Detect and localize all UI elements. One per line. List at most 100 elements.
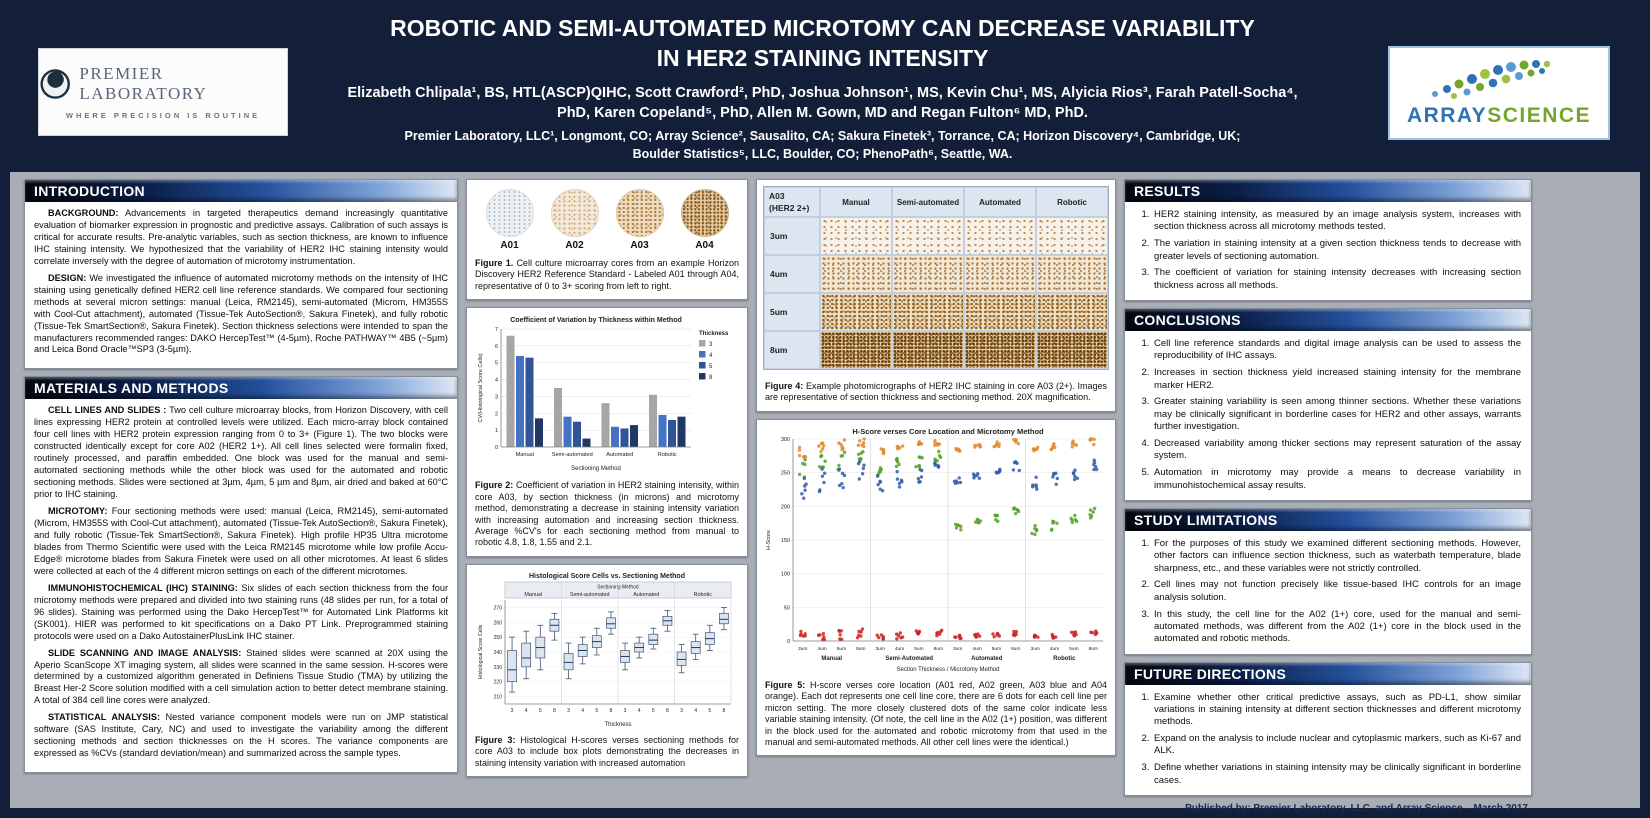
scatter-point-A02 — [879, 467, 883, 472]
core-a01-image — [485, 189, 534, 237]
chart-rect — [699, 351, 706, 358]
scatter-point-A03 — [976, 471, 980, 476]
poster-affiliations: Premier Laboratory, LLC¹, Longmont, CO; … — [305, 128, 1340, 163]
chart-text: 100 — [781, 572, 790, 578]
scatter-point-A04 — [801, 455, 806, 459]
scatter-point-A03 — [919, 475, 924, 479]
chart-text: 3 — [624, 708, 627, 714]
scatter-point-A03 — [897, 485, 902, 489]
chart-text: 300 — [781, 437, 790, 443]
chart-text: 4 — [709, 353, 713, 359]
scatter-point-A04 — [839, 442, 843, 447]
scatter-point-A04 — [856, 443, 861, 447]
scatter-point-A03 — [818, 488, 822, 492]
figure5-chart: H-Score verses Core Location and Microto… — [757, 420, 1115, 675]
chart-text: 5um — [837, 646, 846, 652]
scatter-point-A04 — [820, 446, 825, 451]
poster-title-line2: IN HER2 STAINING INTENSITY — [656, 44, 989, 71]
chart-text: 250 — [494, 635, 503, 641]
scatter-point-A03 — [840, 481, 844, 486]
scatter-point-A03 — [802, 496, 806, 500]
figure4-micrograph — [892, 217, 964, 255]
scatter-point-A03 — [1051, 475, 1055, 479]
chart-text: 1 — [495, 428, 498, 434]
chart-text: 250 — [781, 471, 790, 477]
chart-rect — [563, 416, 572, 448]
scatter-point-A01 — [839, 629, 844, 633]
figure3-chart: Histological Score Cells vs. Sectioning … — [467, 565, 747, 730]
scatter-point-A02 — [995, 513, 999, 518]
poster-title-line1: ROBOTIC AND SEMI-AUTOMATED MICROTOMY CAN… — [390, 15, 1255, 41]
scatter-point-A01 — [1072, 630, 1076, 634]
scatter-point-A01 — [1033, 633, 1038, 638]
chart-text: 3um — [1031, 646, 1040, 652]
scatter-point-A03 — [955, 480, 960, 485]
scatter-point-A04 — [978, 445, 982, 449]
conclusions-header: CONCLUSIONS — [1125, 309, 1531, 332]
scatter-point-A01 — [875, 633, 879, 637]
chart-text: 8 — [709, 375, 713, 381]
scatter-point-A01 — [992, 634, 996, 639]
scatter-point-A03 — [1072, 477, 1077, 482]
scatter-point-A04 — [1053, 445, 1057, 449]
header-titles: ROBOTIC AND SEMI-AUTOMATED MICROTOMY CAN… — [305, 14, 1340, 163]
chart-text: 270 — [494, 605, 503, 611]
conclusions-section: CONCLUSIONS Cell line reference standard… — [1124, 308, 1532, 501]
science-word: SCIENCE — [1487, 104, 1592, 127]
scatter-point-A03 — [952, 479, 957, 483]
scatter-point-A04 — [900, 444, 905, 448]
introduction-body: BACKGROUND: Advancements in targeted the… — [25, 202, 457, 368]
premier-logo-name: PREMIER LABORATORY — [79, 64, 208, 103]
figure4-column-header: Manual — [820, 187, 892, 217]
core-a03-label: A03 — [630, 240, 649, 251]
figure3-panel: Histological Score Cells vs. Sectioning … — [466, 563, 748, 778]
chart-rect — [507, 649, 517, 682]
figure5-panel: H-Score verses Core Location and Microto… — [756, 418, 1116, 757]
chart-rect — [516, 356, 524, 448]
scatter-point-A03 — [1054, 482, 1058, 486]
poster-body: INTRODUCTION BACKGROUND: Advancements in… — [10, 172, 1640, 814]
chart-text: Coefficient of Variation by Thickness wi… — [510, 317, 682, 324]
scatter-point-A01 — [876, 635, 881, 640]
figure4-micrograph — [964, 217, 1036, 255]
scatter-point-A01 — [860, 627, 865, 631]
scatter-point-A02 — [917, 455, 921, 459]
figure4-column-header: Automated — [964, 187, 1036, 217]
design-paragraph: DESIGN: We investigated the influence of… — [34, 273, 448, 357]
scatter-point-A03 — [916, 476, 921, 481]
scatter-point-A02 — [959, 527, 963, 532]
authors-line1: Elizabeth Chlipala¹, BS, HTL(ASCP)QIHC, … — [347, 84, 1298, 101]
scatter-point-A03 — [857, 477, 862, 481]
figure-caption-label: Figure 3: — [475, 734, 516, 745]
figure4-micrograph — [820, 293, 892, 331]
cell-lines-paragraph: CELL LINES AND SLIDES : Two cell culture… — [34, 405, 448, 501]
chart-text: 4um — [817, 646, 826, 652]
scatter-point-A03 — [895, 477, 900, 481]
materials-header: MATERIALS AND METHODS — [25, 377, 457, 400]
chart-text: 5um — [914, 646, 923, 652]
scatter-point-A02 — [935, 458, 939, 463]
scatter-point-A01 — [822, 635, 826, 639]
scatter-point-A01 — [799, 629, 803, 634]
scatter-point-A02 — [1092, 506, 1097, 511]
chart-text: 4 — [525, 708, 528, 714]
results-item: The coefficient of variation for stainin… — [1152, 267, 1521, 292]
figure5-caption: Figure 5: H-score verses core location (… — [757, 675, 1115, 756]
column-1: INTRODUCTION BACKGROUND: Advancements in… — [24, 179, 458, 801]
array-word: ARRAY — [1406, 104, 1488, 127]
scatter-point-A03 — [971, 472, 976, 476]
chart-rect — [649, 395, 657, 448]
scatter-point-A01 — [1069, 630, 1074, 634]
chart-text: 220 — [494, 680, 503, 686]
scatter-point-A01 — [915, 630, 920, 635]
chart-text: 8 — [610, 708, 613, 714]
chart-rect — [573, 421, 581, 448]
scatter-point-A03 — [1092, 458, 1096, 462]
paragraph-label: BACKGROUND: — [48, 208, 119, 218]
future-directions-section: FUTURE DIRECTIONS Examine whether other … — [1124, 661, 1532, 796]
scatter-point-A01 — [991, 632, 995, 636]
scatter-point-A01 — [899, 635, 903, 640]
results-item: HER2 staining intensity, as measured by … — [1152, 209, 1521, 234]
paragraph-label: STATISTICAL ANALYSIS: — [48, 712, 161, 723]
scatter-point-A03 — [820, 474, 825, 478]
